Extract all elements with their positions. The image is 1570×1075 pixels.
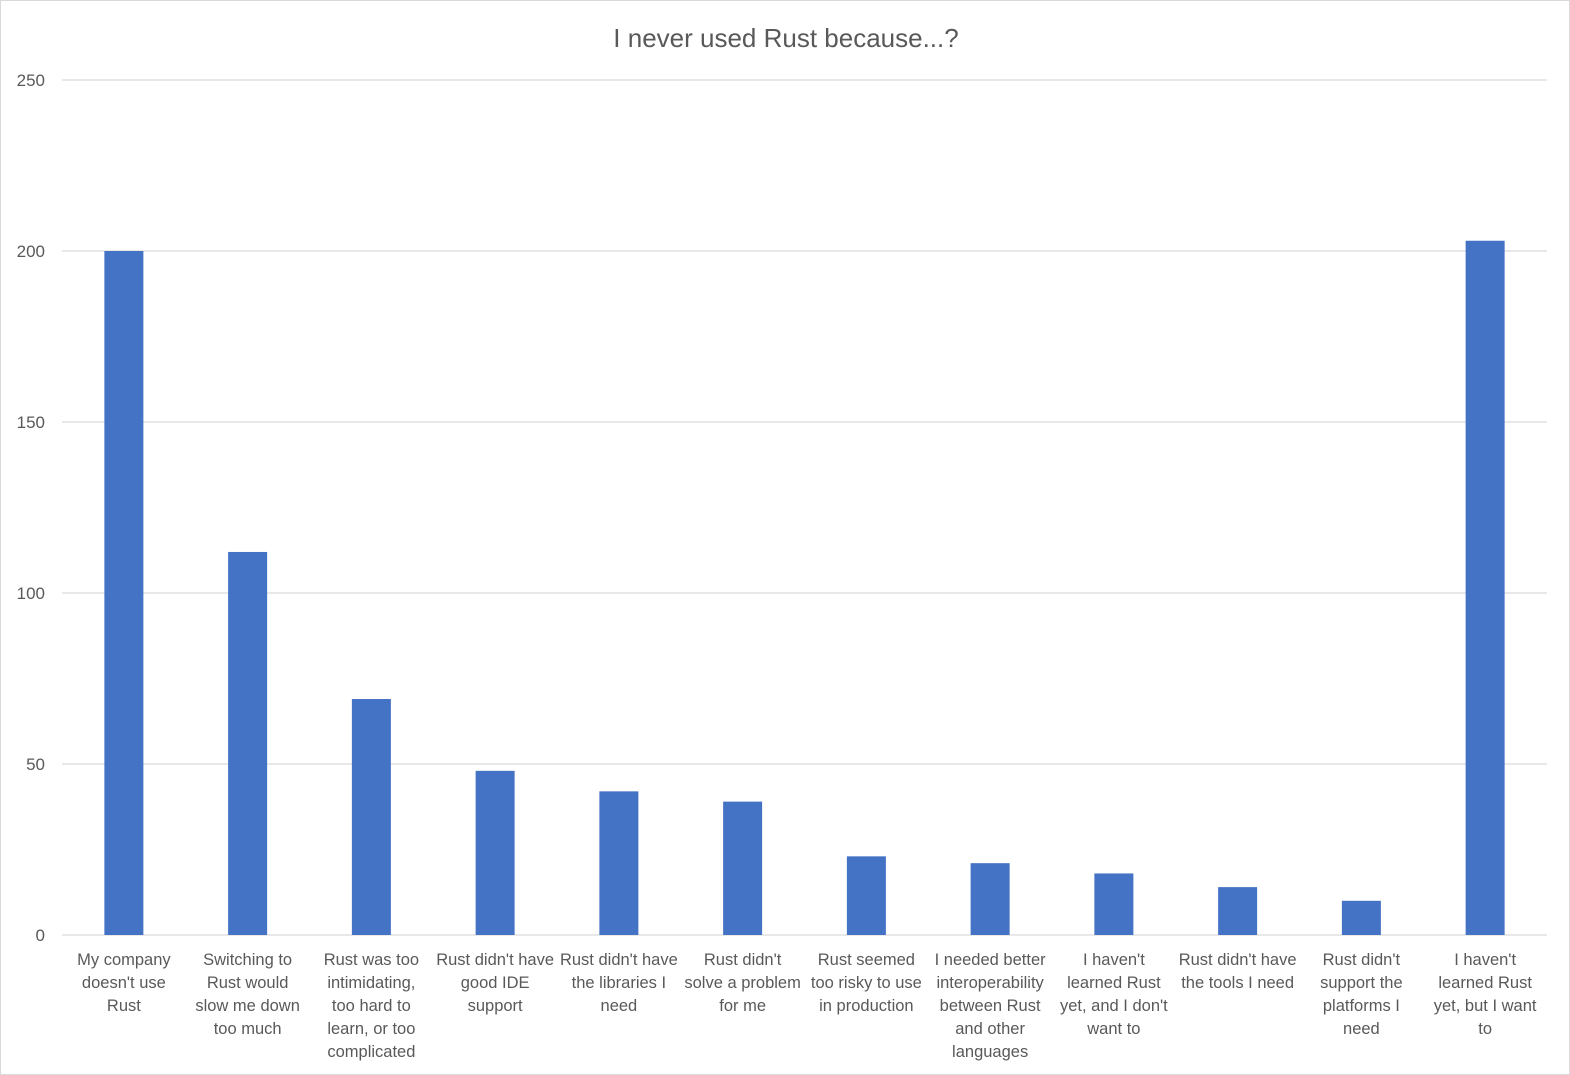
y-tick-label: 200	[17, 242, 45, 261]
x-category-label: Rust didn't solve a problem for me	[684, 951, 800, 1015]
x-category-label: My company doesn't use Rust	[77, 951, 171, 1015]
x-category-label: Rust didn't have the tools I need	[1179, 951, 1297, 992]
bar	[228, 551, 268, 935]
x-category-label: I haven't learned Rust yet, but I want to	[1434, 951, 1537, 1038]
grid-layer	[62, 79, 1547, 936]
bar	[475, 770, 515, 935]
bar	[723, 801, 763, 935]
x-category-label: Rust was too intimidating, too hard to lear…	[324, 951, 419, 1061]
y-axis-tick-labels: 0 50 100 150 200 250	[17, 71, 45, 945]
bar	[1218, 887, 1258, 935]
bar	[599, 791, 639, 935]
chart-title: I never used Rust because...?	[613, 23, 958, 53]
bars	[104, 240, 1505, 936]
y-tick-label: 150	[17, 413, 45, 432]
y-tick-label: 100	[17, 584, 45, 603]
bar	[1465, 240, 1505, 936]
x-category-label: Rust seemed too risky to use in production	[811, 951, 922, 1015]
x-category-label: I haven't learned Rust yet, and I don't wan…	[1060, 951, 1168, 1038]
x-category-label: Switching to Rust would slow me down too mu…	[195, 951, 300, 1038]
x-category-label: Rust didn't have good IDE support	[436, 951, 554, 1015]
y-tick-label: 50	[26, 755, 45, 774]
bar	[846, 856, 886, 935]
x-category-label: I needed better interoperability between R…	[935, 951, 1047, 1061]
y-tick-label: 0	[36, 926, 45, 945]
bar	[1341, 900, 1381, 935]
x-axis-category-labels: My company doesn't use Rust Switching to Rus…	[77, 951, 1537, 1061]
y-tick-label: 250	[17, 71, 45, 90]
bar	[1094, 873, 1134, 935]
bar	[351, 699, 391, 935]
bar	[104, 251, 144, 935]
bar	[970, 863, 1010, 935]
